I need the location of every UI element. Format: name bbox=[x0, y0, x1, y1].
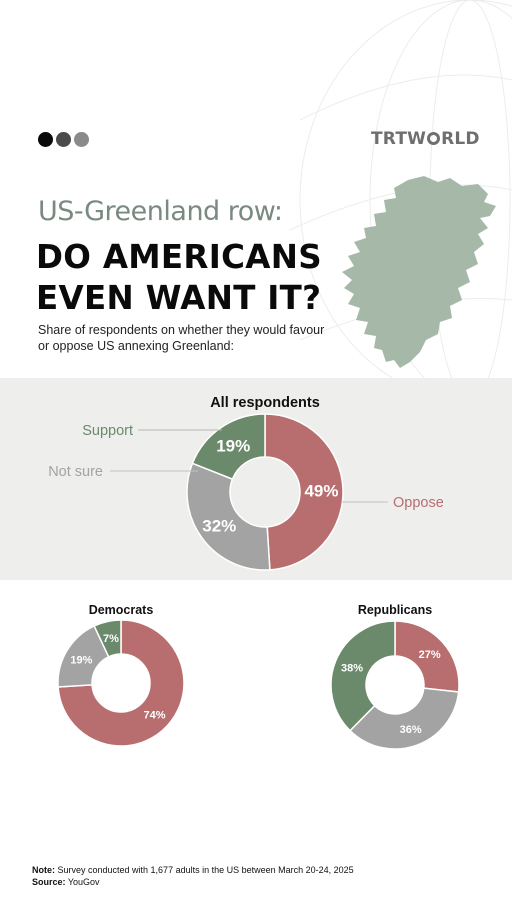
slice-oppose bbox=[57, 619, 185, 747]
slice-support bbox=[191, 413, 266, 481]
legend-oppose: Oppose bbox=[393, 495, 444, 511]
footer-note: Note: Survey conducted with 1,677 adults… bbox=[32, 864, 354, 876]
data-label-not-sure: 19% bbox=[70, 655, 92, 667]
footer-source: Source: YouGov bbox=[32, 876, 354, 888]
data-label-not-sure: 32% bbox=[202, 516, 236, 535]
brand-right: RLD bbox=[441, 129, 480, 149]
page-title: DO AMERICANS EVEN WANT IT? bbox=[36, 237, 322, 319]
data-label-oppose: 27% bbox=[419, 649, 441, 661]
data-label-support: 7% bbox=[103, 633, 119, 645]
dot-gray-icon bbox=[74, 132, 89, 147]
globe-o-icon bbox=[427, 132, 441, 145]
dot-black-icon bbox=[38, 132, 53, 147]
donut-republicans: 27% 36% 38% bbox=[330, 620, 460, 750]
source-text: YouGov bbox=[65, 877, 100, 887]
brand-left: TRTW bbox=[371, 129, 427, 149]
data-label-oppose: 49% bbox=[304, 481, 338, 500]
data-label-not-sure: 36% bbox=[400, 724, 422, 736]
chart-title-republicans: Republicans bbox=[358, 603, 432, 617]
subtitle: US-Greenland row: bbox=[38, 196, 283, 227]
legend-not-sure: Not sure bbox=[48, 464, 103, 480]
note-label: Note: bbox=[32, 865, 55, 875]
slice-support bbox=[330, 620, 396, 732]
decorative-dots bbox=[38, 132, 89, 147]
slice-not-sure bbox=[349, 687, 460, 750]
slice-oppose bbox=[394, 620, 460, 693]
title-line-2: EVEN WANT IT? bbox=[36, 279, 322, 317]
title-line-1: DO AMERICANS bbox=[36, 238, 322, 276]
source-label: Source: bbox=[32, 877, 66, 887]
chart-title-democrats: Democrats bbox=[89, 603, 154, 617]
slice-support bbox=[93, 619, 122, 658]
chart-title-all: All respondents bbox=[210, 395, 320, 411]
note-text: Survey conducted with 1,677 adults in th… bbox=[55, 865, 354, 875]
slice-oppose bbox=[264, 413, 344, 571]
donut-democrats: 74% 19% 7% bbox=[57, 619, 185, 747]
legend-support: Support bbox=[82, 423, 133, 439]
data-label-support: 19% bbox=[216, 436, 250, 455]
donut-all-respondents: 49% 32% 19% bbox=[186, 413, 344, 571]
chart-description: Share of respondents on whether they wou… bbox=[38, 323, 325, 353]
greenland-map-icon bbox=[342, 176, 496, 368]
dot-darkgray-icon bbox=[56, 132, 71, 147]
slice-not-sure bbox=[186, 462, 271, 571]
data-label-oppose: 74% bbox=[144, 709, 166, 721]
trt-world-logo: TRTW RLD bbox=[371, 129, 480, 149]
data-label-support: 38% bbox=[341, 662, 363, 674]
footer: Note: Survey conducted with 1,677 adults… bbox=[32, 864, 354, 888]
